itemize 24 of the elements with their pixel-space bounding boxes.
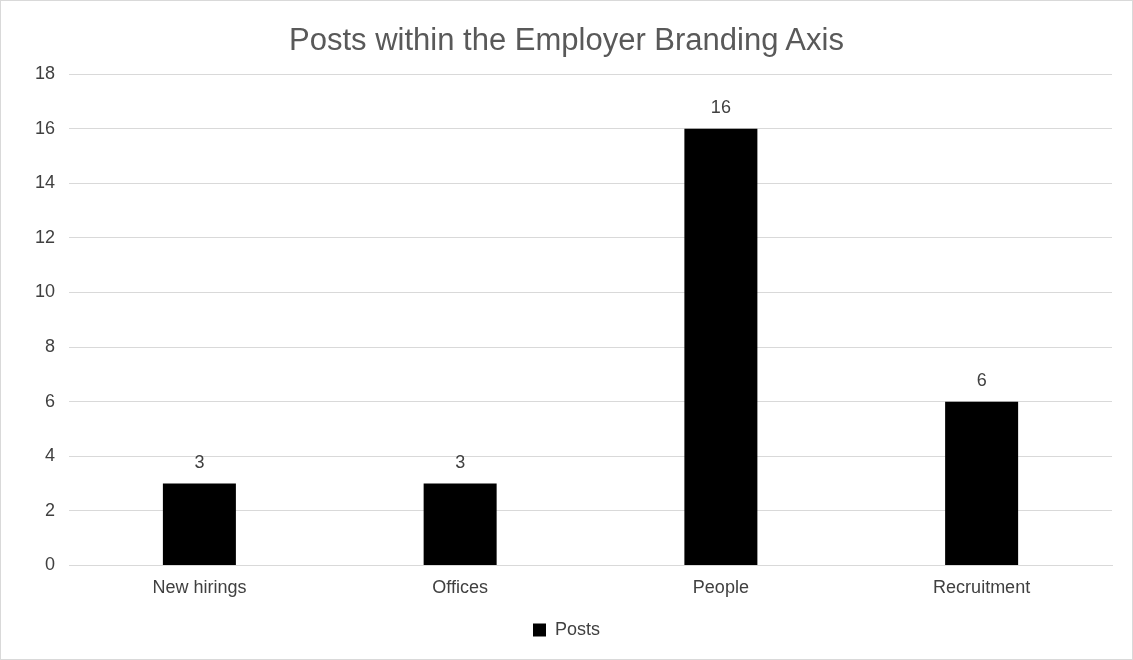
- bar: [162, 483, 236, 565]
- chart-title: Posts within the Employer Branding Axis: [289, 22, 844, 58]
- y-tick-label: 0: [45, 554, 56, 575]
- data-label: 3: [455, 451, 466, 472]
- y-tick-label: 6: [45, 390, 56, 411]
- y-tick-label: 10: [34, 281, 56, 302]
- x-tick-label: Recruitment: [933, 577, 1031, 598]
- bar: [684, 128, 758, 565]
- legend-label: Posts: [554, 618, 601, 639]
- bar: [945, 401, 1019, 565]
- data-label: 3: [194, 451, 205, 472]
- x-tick-label: Offices: [432, 577, 488, 598]
- y-tick-label: 16: [34, 117, 56, 138]
- y-tick-label: 12: [34, 226, 56, 247]
- x-tick-label: New hirings: [152, 577, 247, 598]
- y-tick-label: 4: [45, 445, 56, 466]
- data-label: 16: [710, 96, 731, 117]
- y-tick-label: 8: [45, 336, 56, 357]
- y-tick-label: 2: [45, 499, 56, 520]
- x-tick-label: People: [692, 577, 749, 598]
- y-tick-label: 18: [34, 63, 56, 84]
- bar: [423, 483, 497, 565]
- y-tick-label: 14: [34, 172, 56, 193]
- data-label: 6: [976, 369, 987, 390]
